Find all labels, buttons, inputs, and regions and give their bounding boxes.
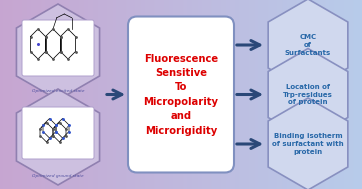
Text: Optimized ground state: Optimized ground state — [32, 174, 84, 178]
Text: Binding isotherm
of surfactant with
protein: Binding isotherm of surfactant with prot… — [272, 133, 344, 155]
FancyBboxPatch shape — [128, 16, 234, 173]
Text: Optimized excited state: Optimized excited state — [32, 89, 84, 93]
Polygon shape — [268, 0, 348, 91]
Polygon shape — [268, 49, 348, 140]
Text: Fluorescence
Sensitive
To
Micropolarity
and
Microrigidity: Fluorescence Sensitive To Micropolarity … — [143, 53, 219, 136]
Polygon shape — [268, 98, 348, 189]
Text: CMC
of
Surfactants: CMC of Surfactants — [285, 34, 331, 56]
Polygon shape — [16, 89, 100, 185]
FancyBboxPatch shape — [22, 107, 94, 159]
Text: Location of
Trp-residues
of protein: Location of Trp-residues of protein — [283, 84, 333, 105]
FancyBboxPatch shape — [22, 20, 94, 76]
Polygon shape — [16, 4, 100, 100]
